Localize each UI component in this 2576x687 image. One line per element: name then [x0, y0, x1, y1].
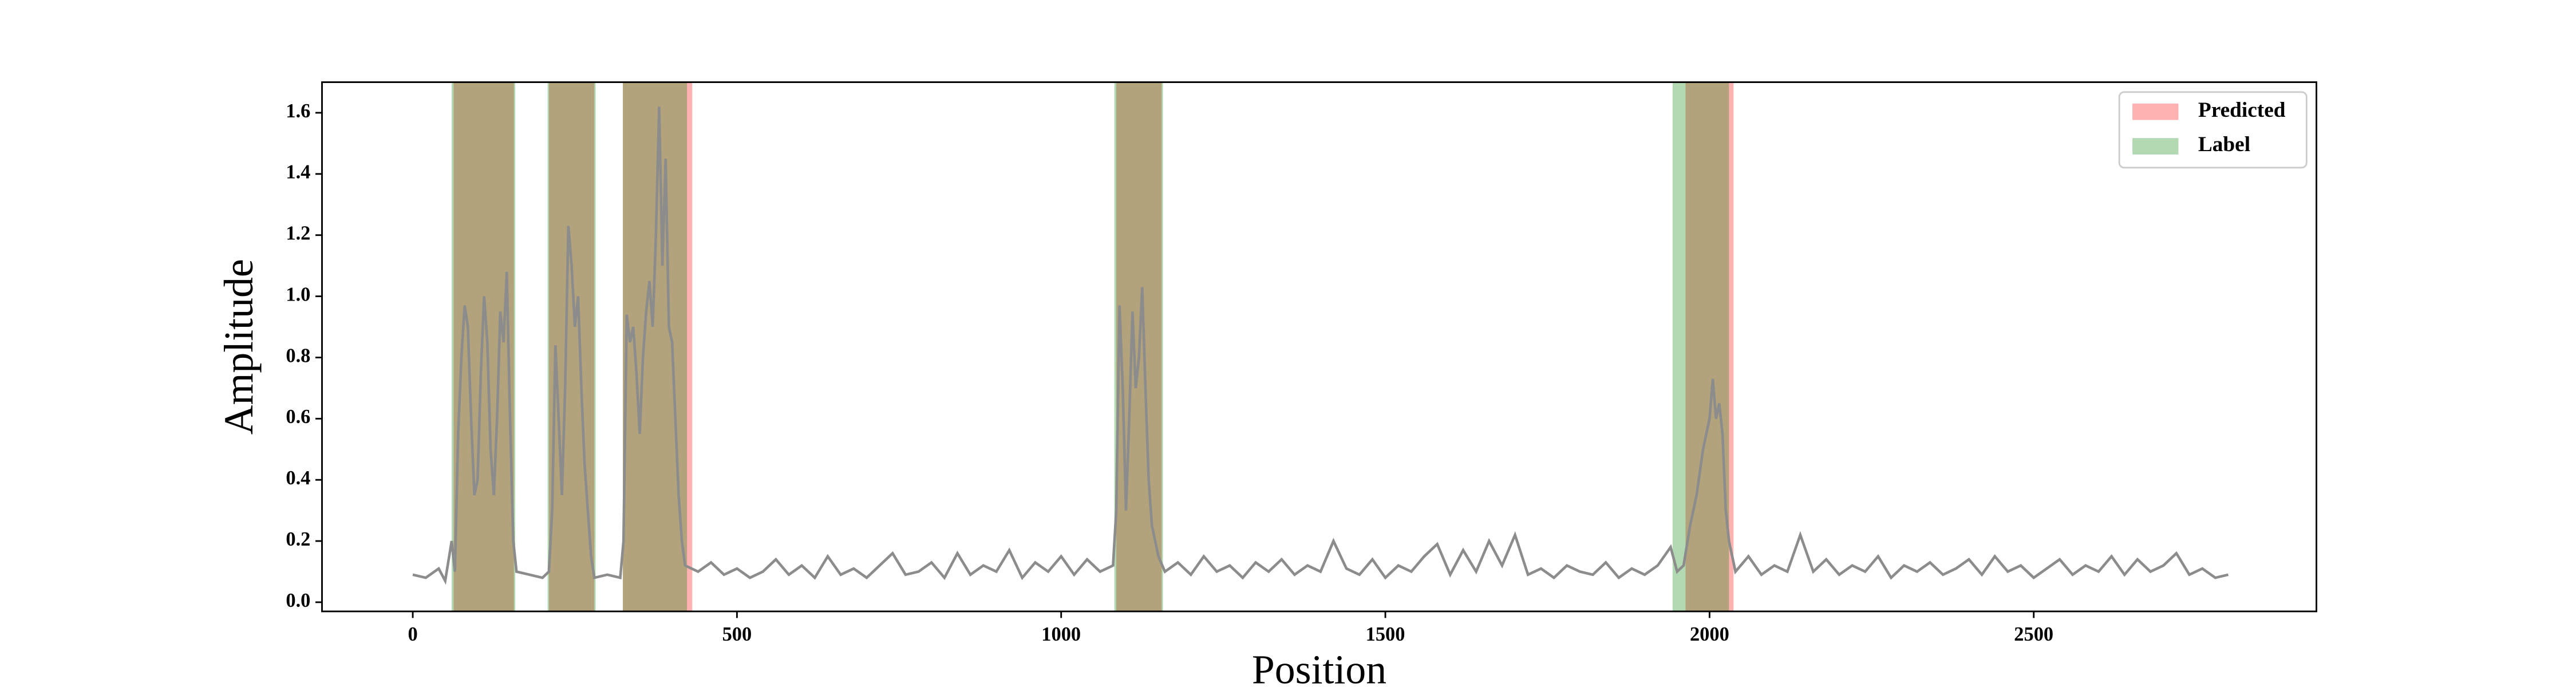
y-tick-label: 0.2 [286, 528, 310, 550]
x-axis-label: Position [1252, 646, 1386, 687]
region-span [623, 82, 688, 611]
legend-label: Predicted [2198, 98, 2286, 122]
y-tick-label: 1.2 [286, 223, 310, 244]
legend-swatch [2132, 138, 2179, 155]
legend-box [2118, 91, 2308, 169]
y-tick-label: 1.0 [286, 283, 310, 305]
y-tick-label: 0.0 [286, 590, 310, 611]
region-span [1685, 82, 1734, 611]
x-tick-label: 2500 [2014, 623, 2053, 645]
plot-frame [321, 81, 2317, 613]
y-tick-label: 1.6 [286, 100, 310, 122]
y-tick-label: 0.6 [286, 406, 310, 428]
legend: Predicted Label [2118, 91, 2308, 169]
y-tick-label: 1.4 [286, 161, 310, 183]
x-tick-label: 1000 [1041, 623, 1081, 645]
y-tick-label: 0.8 [286, 345, 310, 366]
x-tick-label: 1500 [1366, 623, 1405, 645]
legend-label: Label [2198, 133, 2250, 156]
region-span [1672, 82, 1729, 611]
region-span [453, 82, 514, 611]
x-tick-label: 500 [722, 623, 752, 645]
legend-swatch [2132, 103, 2179, 120]
y-axis-label: Amplitude [216, 259, 262, 435]
x-tick-label: 2000 [1690, 623, 1729, 645]
x-tick-label: 0 [408, 623, 417, 645]
y-tick-label: 0.4 [286, 467, 310, 489]
line-series [412, 106, 2229, 585]
